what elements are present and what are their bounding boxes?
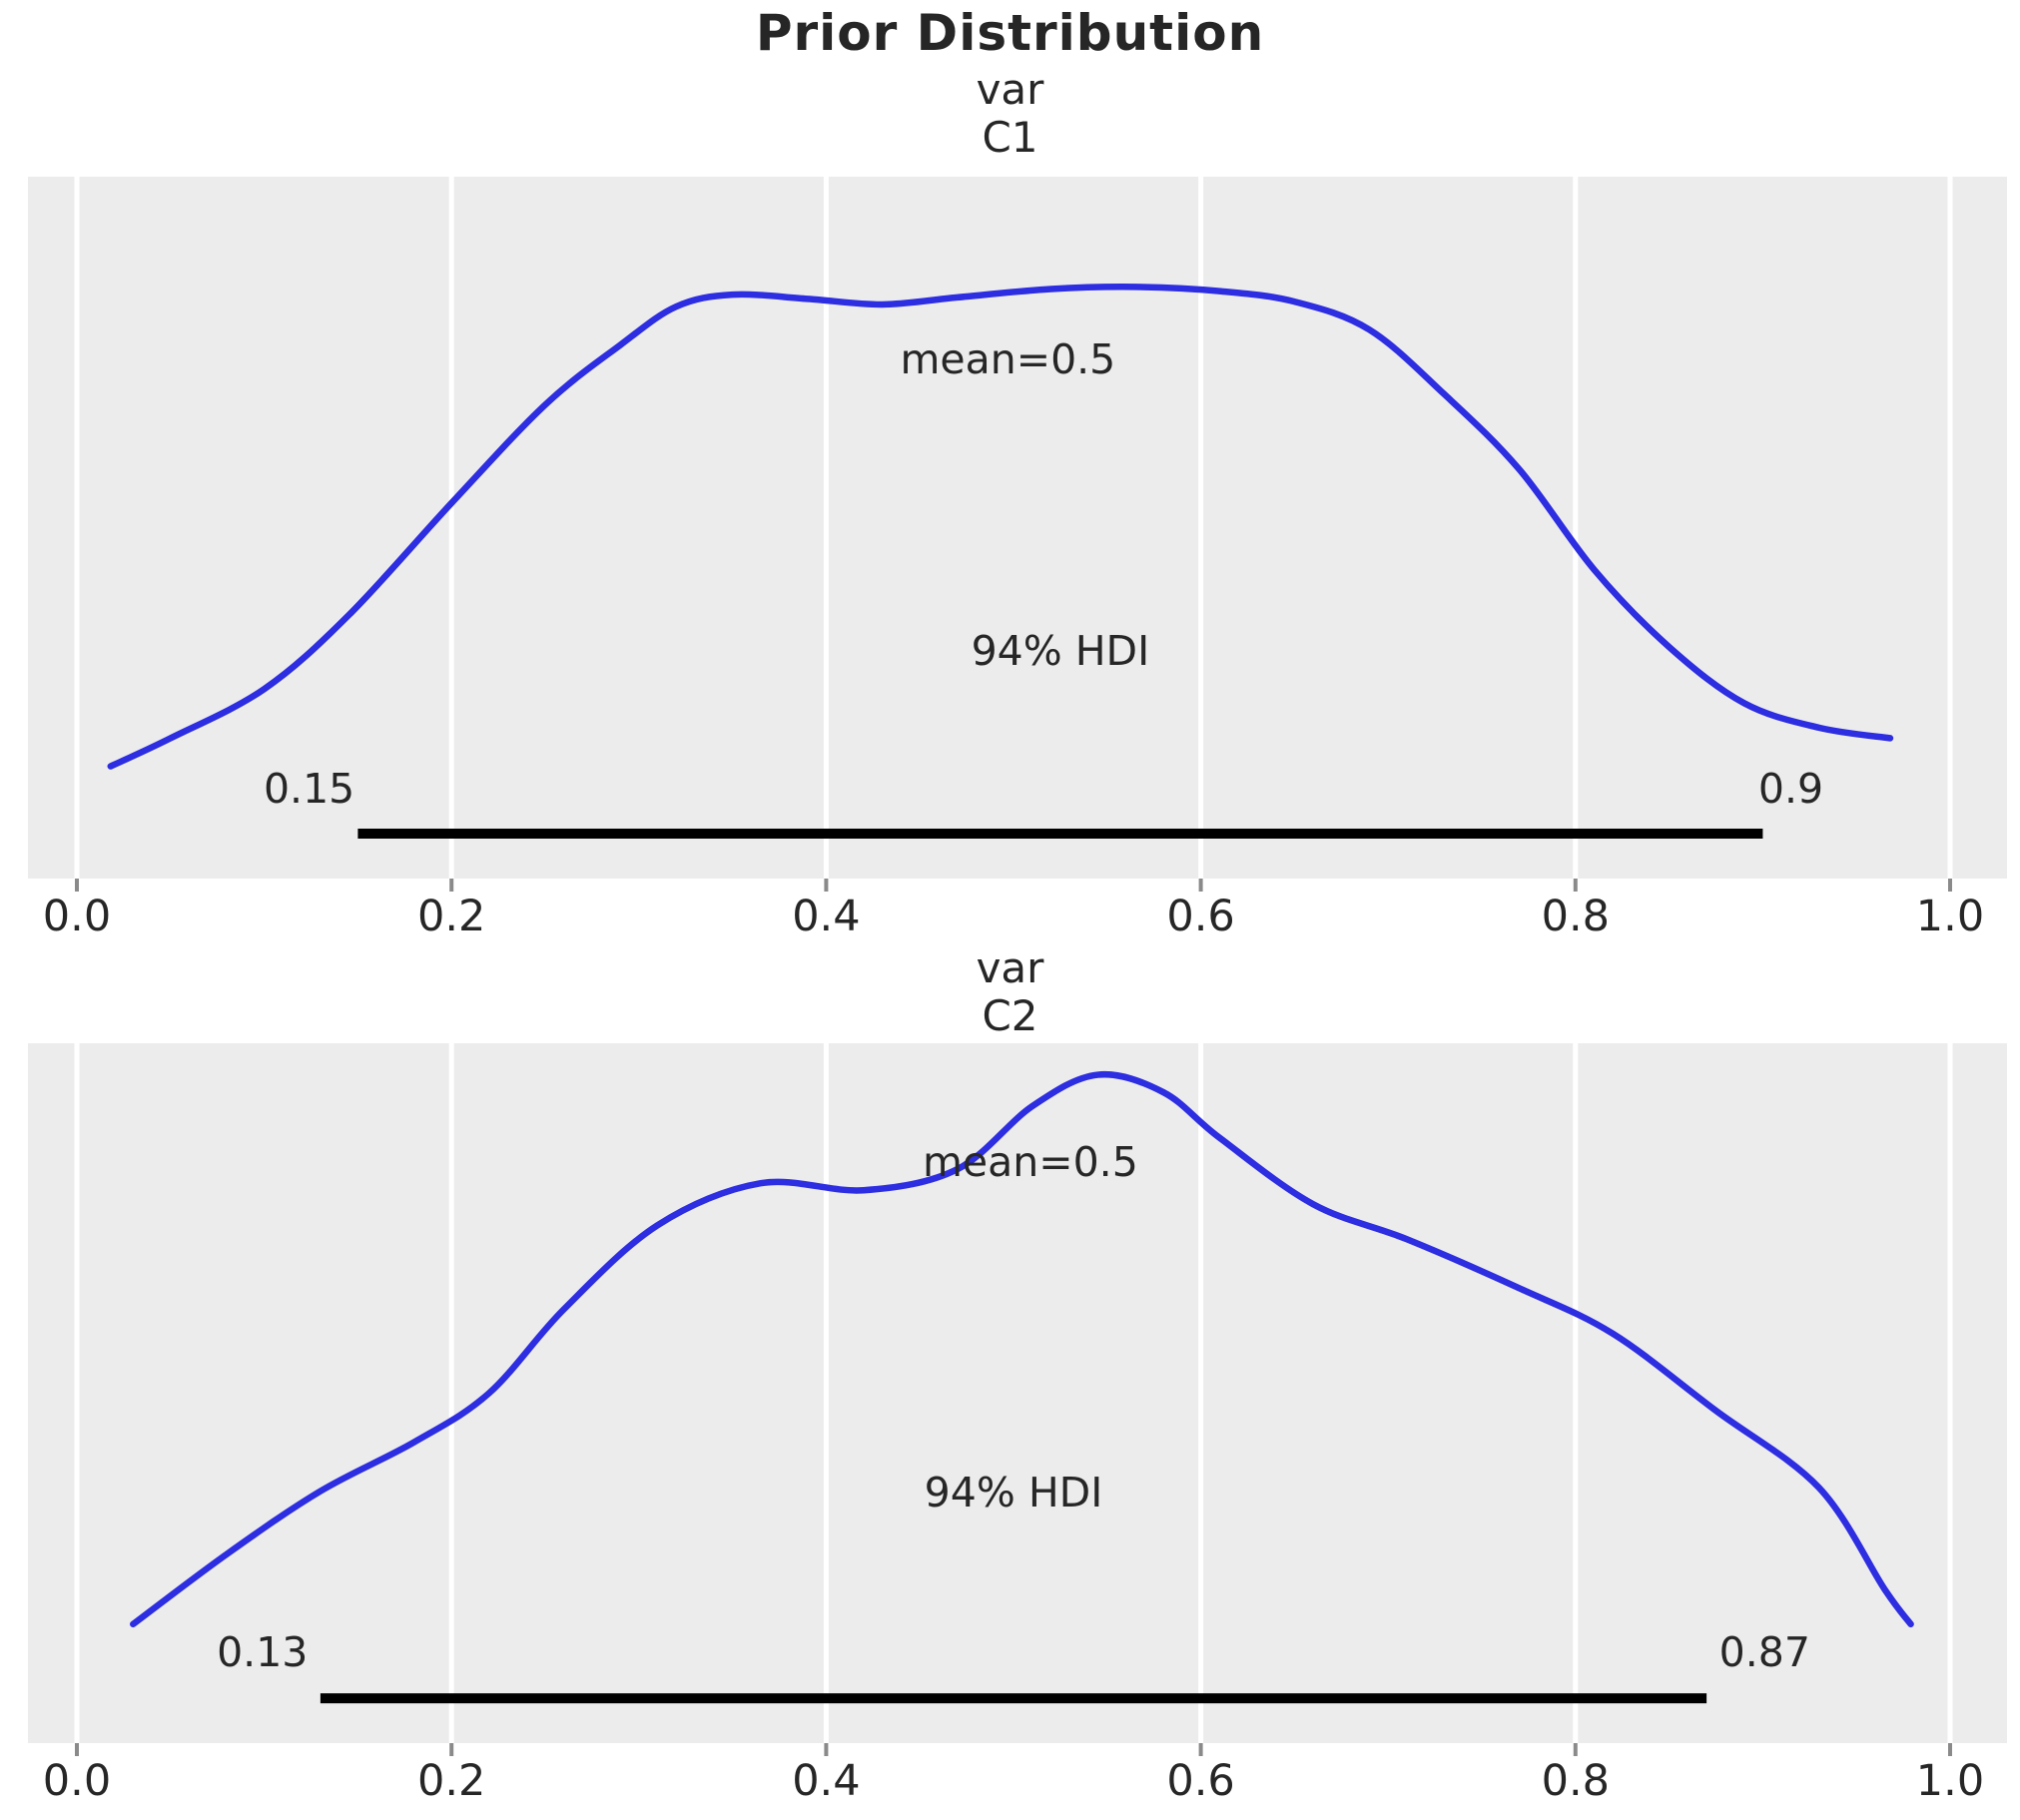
hdi-lower-value-c2: 0.13 bbox=[217, 1627, 309, 1676]
x-axis-c2: 0.0 0.2 0.4 0.6 0.8 1.0 bbox=[0, 1755, 2020, 1809]
panel-coord-label: C1 bbox=[982, 113, 1038, 162]
x-tick-label: 0.6 bbox=[1166, 892, 1235, 941]
x-tick-label: 1.0 bbox=[1915, 892, 1985, 941]
x-axis-c1: 0.0 0.2 0.4 0.6 0.8 1.0 bbox=[0, 891, 2020, 944]
kde-curve bbox=[107, 284, 1894, 770]
panel-title-c2: var C2 bbox=[0, 944, 2020, 1040]
plot-area-c1: mean=0.5 94% HDI 0.15 0.9 bbox=[0, 177, 2020, 894]
x-tick-label: 0.8 bbox=[1541, 892, 1610, 941]
hdi-label-c2: 94% HDI bbox=[924, 1469, 1103, 1517]
x-tick-label: 0.6 bbox=[1166, 1756, 1235, 1806]
mean-annotation-c2: mean=0.5 bbox=[922, 1138, 1138, 1187]
kde-canvas-c2 bbox=[28, 1043, 2007, 1756]
mean-annotation-c1: mean=0.5 bbox=[900, 334, 1116, 383]
hdi-upper-value-c1: 0.9 bbox=[1757, 765, 1824, 814]
x-tick-label: 0.2 bbox=[416, 1756, 486, 1806]
figure-title: Prior Distribution bbox=[755, 4, 1265, 62]
hdi-label-c1: 94% HDI bbox=[971, 626, 1150, 675]
plot-area-c2: mean=0.5 94% HDI 0.13 0.87 bbox=[0, 1043, 2020, 1758]
kde-curve bbox=[130, 1070, 1914, 1628]
x-tick-label: 0.4 bbox=[792, 892, 861, 941]
kde-canvas-c1 bbox=[28, 177, 2007, 892]
panel-var-label: var bbox=[976, 943, 1044, 992]
x-tick-label: 0.4 bbox=[792, 1756, 861, 1806]
panel-coord-label: C2 bbox=[982, 991, 1038, 1040]
plot-background bbox=[28, 1043, 2007, 1743]
panel-title-c1: var C1 bbox=[0, 66, 2020, 162]
x-tick-label: 0.0 bbox=[42, 1756, 112, 1806]
hdi-lower-value-c1: 0.15 bbox=[263, 765, 355, 814]
x-tick-label: 1.0 bbox=[1915, 1756, 1985, 1806]
panel-var-label: var bbox=[976, 65, 1044, 114]
hdi-upper-value-c2: 0.87 bbox=[1718, 1627, 1810, 1676]
x-tick-label: 0.2 bbox=[416, 892, 486, 941]
x-tick-label: 0.0 bbox=[42, 892, 112, 941]
x-tick-label: 0.8 bbox=[1541, 1756, 1610, 1806]
